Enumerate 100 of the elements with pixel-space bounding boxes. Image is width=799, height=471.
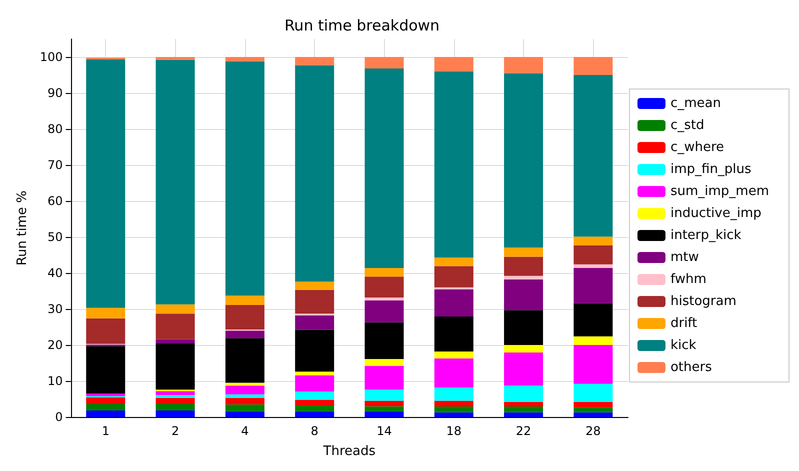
bar <box>156 344 195 390</box>
bar <box>295 57 334 66</box>
bar <box>504 276 544 280</box>
bar <box>156 391 195 396</box>
bar <box>364 390 404 401</box>
bar <box>364 322 404 360</box>
bar <box>504 247 544 257</box>
x-tick-label: 28 <box>586 424 601 438</box>
bar <box>434 57 474 72</box>
bar <box>156 410 195 417</box>
y-axis-title: Run time % <box>15 190 30 266</box>
bar <box>225 305 264 330</box>
legend-label: interp_kick <box>670 228 742 243</box>
bar <box>225 330 264 338</box>
bar <box>295 372 334 376</box>
bar <box>364 297 404 300</box>
legend-label: inductive_imp <box>670 206 762 221</box>
bar <box>434 387 474 401</box>
bar <box>225 411 264 417</box>
bar <box>86 404 126 411</box>
bar <box>574 268 613 304</box>
bar <box>434 71 474 258</box>
bar <box>364 276 404 298</box>
y-tick-label: 20 <box>48 338 63 352</box>
y-tick-label: 90 <box>48 86 63 100</box>
x-axis-title: Threads <box>322 444 376 459</box>
bar <box>295 405 334 412</box>
bar <box>364 57 404 69</box>
bar <box>574 345 613 384</box>
x-tick-label: 14 <box>376 424 392 438</box>
bar <box>434 358 474 388</box>
bar <box>504 73 544 248</box>
bar <box>574 245 613 264</box>
bar <box>156 314 195 340</box>
bar <box>225 404 264 412</box>
y-tick-label: 100 <box>40 50 63 64</box>
bar <box>364 406 404 412</box>
bar <box>86 318 126 344</box>
legend-label: kick <box>670 338 697 353</box>
bar <box>156 339 195 344</box>
bar <box>295 400 334 406</box>
y-tick-label: 0 <box>55 410 63 424</box>
y-tick-label: 60 <box>48 194 63 208</box>
bar <box>434 400 474 407</box>
bar <box>156 304 195 314</box>
bar <box>86 346 126 394</box>
bar <box>225 296 264 306</box>
y-tick-label: 30 <box>48 302 63 316</box>
y-tick-label: 50 <box>48 230 63 244</box>
bar <box>504 279 544 310</box>
x-tick-label: 4 <box>241 424 249 438</box>
bar <box>225 338 264 383</box>
bar <box>574 336 613 345</box>
y-tick-label: 70 <box>48 158 63 172</box>
bar <box>364 300 404 322</box>
bar <box>295 65 334 282</box>
x-tick-label: 2 <box>171 424 180 438</box>
bar <box>225 398 264 404</box>
bar <box>574 303 613 336</box>
bar <box>295 375 334 392</box>
bar <box>364 268 404 277</box>
legend-label: c_where <box>670 140 724 155</box>
x-tick-label: 18 <box>446 424 462 438</box>
legend-label: drift <box>670 316 698 331</box>
legend-label: histogram <box>670 294 736 309</box>
bar <box>295 330 334 372</box>
bar <box>225 386 264 394</box>
bar <box>434 316 474 352</box>
bar <box>86 398 126 404</box>
bar <box>504 352 544 386</box>
bar <box>504 310 544 345</box>
bar <box>574 75 613 237</box>
bar <box>86 308 126 318</box>
bar <box>504 345 544 353</box>
legend-label: imp_fin_plus <box>670 162 752 177</box>
bar <box>574 402 613 408</box>
bar <box>364 411 404 417</box>
bar <box>86 410 126 417</box>
chart-title: Run time breakdown <box>284 16 440 34</box>
bar <box>364 68 404 268</box>
bar <box>156 398 195 404</box>
bar <box>364 400 404 406</box>
legend-label: mtw <box>670 250 700 265</box>
bar <box>364 366 404 390</box>
bar <box>504 406 544 412</box>
bar <box>86 60 126 308</box>
bar <box>574 264 613 268</box>
bar <box>504 402 544 407</box>
bar <box>295 282 334 290</box>
x-tick-label: 22 <box>516 424 532 438</box>
legend-label: c_std <box>670 118 704 133</box>
bar <box>225 57 264 62</box>
bar <box>364 359 404 366</box>
x-tick-label: 1 <box>102 424 110 438</box>
bar <box>434 266 474 288</box>
bar <box>434 258 474 266</box>
bar <box>504 412 544 417</box>
bar <box>86 394 126 396</box>
bar <box>434 289 474 317</box>
bar <box>504 256 544 276</box>
